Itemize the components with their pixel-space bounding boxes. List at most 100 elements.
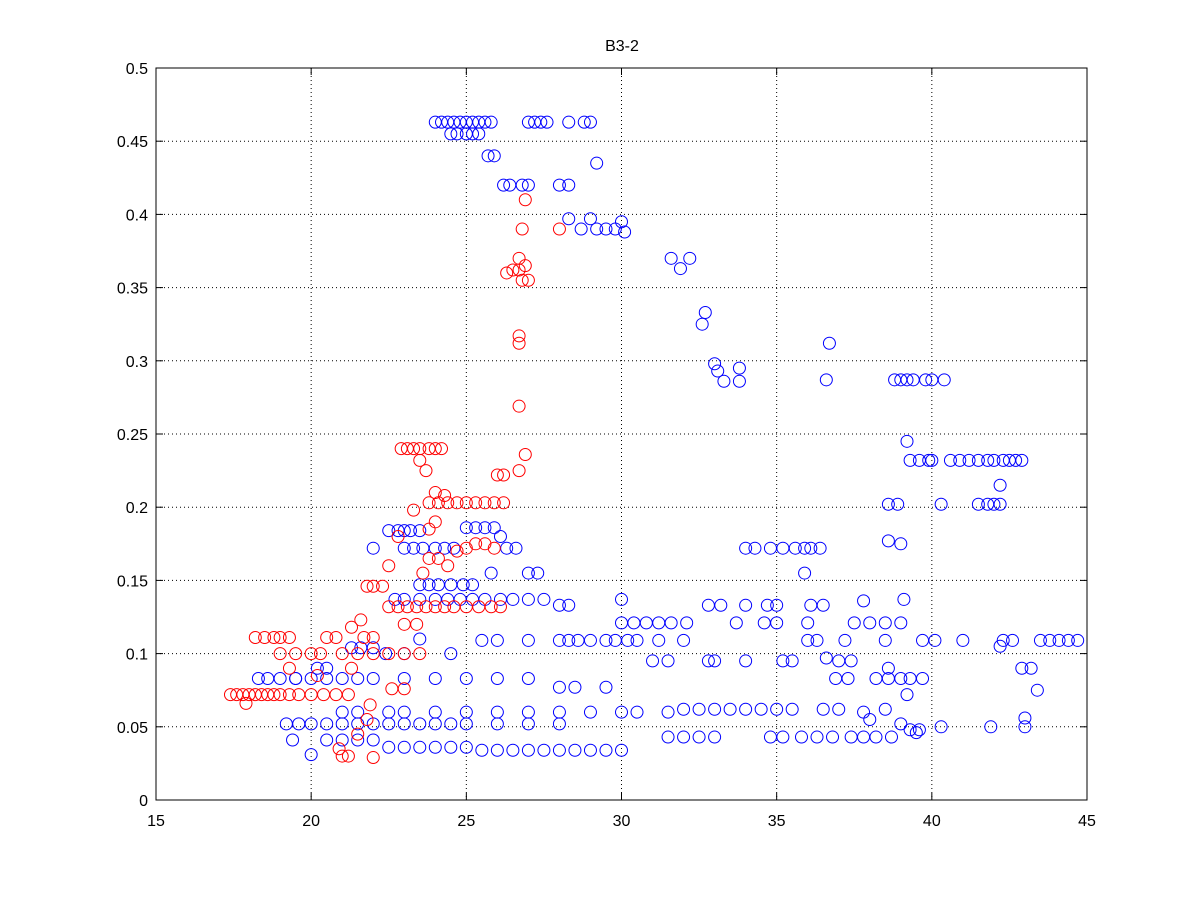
data-point — [708, 357, 722, 371]
data-point — [441, 496, 455, 510]
data-point — [478, 537, 492, 551]
data-point — [925, 453, 939, 467]
x-tick-label: 30 — [613, 813, 631, 830]
data-point — [475, 633, 489, 647]
data-point — [664, 616, 678, 630]
data-point — [987, 497, 1001, 511]
data-point — [708, 730, 722, 744]
data-point — [785, 654, 799, 668]
data-point — [881, 497, 895, 511]
data-point — [351, 733, 365, 747]
data-point — [891, 497, 905, 511]
data-point — [335, 705, 349, 719]
data-point — [506, 592, 520, 606]
data-point — [438, 488, 452, 502]
data-point — [506, 743, 520, 757]
x-tick-label: 35 — [768, 813, 786, 830]
data-point — [583, 212, 597, 226]
data-point — [568, 680, 582, 694]
data-point — [1071, 633, 1085, 647]
data-point — [366, 541, 380, 555]
data-point — [422, 496, 436, 510]
data-point — [310, 669, 324, 683]
data-point — [366, 733, 380, 747]
data-point — [844, 654, 858, 668]
data-point — [441, 559, 455, 573]
data-point — [438, 541, 452, 555]
data-point — [599, 222, 613, 236]
data-point — [630, 705, 644, 719]
data-point — [729, 616, 743, 630]
data-point — [413, 740, 427, 754]
x-axis-tick-labels: 15 20 25 30 35 40 45 — [147, 813, 1096, 830]
data-point — [413, 524, 427, 538]
data-point — [971, 497, 985, 511]
data-point — [822, 336, 836, 350]
data-point — [366, 579, 380, 593]
x-tick-label: 40 — [923, 813, 941, 830]
data-point — [956, 633, 970, 647]
data-point — [739, 541, 753, 555]
data-point — [993, 478, 1007, 492]
data-point — [459, 496, 473, 510]
data-point — [366, 647, 380, 661]
data-point — [897, 592, 911, 606]
data-point — [661, 654, 675, 668]
data-point — [1006, 633, 1020, 647]
data-point — [304, 717, 318, 731]
data-point — [509, 541, 523, 555]
data-point — [692, 702, 706, 716]
data-point — [382, 600, 396, 614]
x-tick-label: 45 — [1078, 813, 1096, 830]
data-point — [552, 633, 566, 647]
data-point — [869, 730, 883, 744]
data-point — [677, 730, 691, 744]
data-point — [345, 620, 359, 634]
data-point — [683, 251, 697, 265]
data-point — [1015, 453, 1029, 467]
data-point — [813, 541, 827, 555]
data-point — [1043, 633, 1057, 647]
data-point — [258, 630, 272, 644]
data-point — [248, 630, 262, 644]
data-point — [794, 730, 808, 744]
data-point — [450, 127, 464, 141]
data-point — [615, 215, 628, 229]
data-point — [943, 453, 957, 467]
data-point — [599, 680, 613, 694]
data-point — [590, 222, 604, 236]
data-point — [304, 647, 318, 661]
y-tick-label: 0.5 — [126, 61, 148, 78]
data-point — [695, 317, 709, 331]
y-tick-label: 0.3 — [126, 354, 148, 371]
data-point — [320, 717, 334, 731]
data-point — [562, 212, 576, 226]
data-point — [916, 671, 930, 685]
data-point — [562, 178, 576, 192]
data-point — [366, 630, 380, 644]
data-point — [487, 541, 501, 555]
data-point — [435, 442, 449, 456]
x-tick-label: 20 — [302, 813, 320, 830]
data-point — [382, 740, 396, 754]
data-point — [329, 630, 343, 644]
y-tick-label: 0 — [139, 793, 148, 810]
data-point — [900, 434, 914, 448]
data-point — [320, 733, 334, 747]
data-point — [490, 633, 504, 647]
data-point — [500, 266, 514, 280]
y-tick-label: 0.25 — [117, 427, 148, 444]
data-point — [345, 661, 359, 675]
data-point — [583, 743, 597, 757]
data-point — [407, 541, 421, 555]
data-point — [673, 262, 687, 276]
data-point — [428, 705, 442, 719]
data-point — [360, 579, 374, 593]
data-point — [490, 743, 504, 757]
data-point — [590, 156, 604, 170]
data-point — [900, 688, 914, 702]
data-point — [863, 616, 877, 630]
data-point — [512, 251, 526, 265]
data-point — [583, 705, 597, 719]
data-point — [739, 598, 753, 612]
